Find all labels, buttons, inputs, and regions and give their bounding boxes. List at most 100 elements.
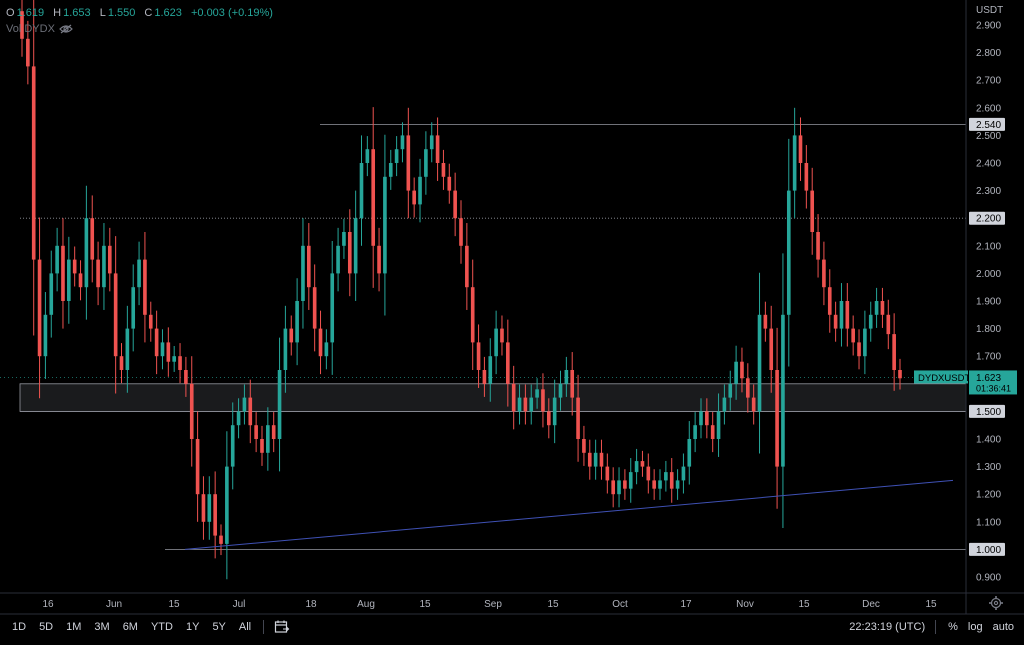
- candle[interactable]: [90, 195, 95, 283]
- candle[interactable]: [640, 450, 645, 477]
- candle[interactable]: [219, 524, 223, 556]
- timeframe-1m[interactable]: 1M: [66, 621, 82, 633]
- candle[interactable]: [611, 467, 616, 508]
- candle[interactable]: [102, 223, 106, 310]
- candle[interactable]: [587, 439, 592, 480]
- candle[interactable]: [336, 227, 340, 292]
- candle[interactable]: [406, 107, 411, 219]
- candle[interactable]: [529, 384, 534, 425]
- candle[interactable]: [710, 412, 715, 453]
- candle[interactable]: [781, 253, 785, 529]
- candle[interactable]: [26, 20, 30, 85]
- calendar-range-icon[interactable]: [274, 620, 290, 634]
- candle[interactable]: [295, 278, 299, 366]
- log-scale-toggle[interactable]: log: [967, 621, 983, 633]
- candle[interactable]: [61, 218, 65, 329]
- candle[interactable]: [441, 149, 446, 190]
- candle[interactable]: [652, 469, 656, 500]
- candle[interactable]: [617, 467, 621, 508]
- candle[interactable]: [353, 190, 358, 301]
- gear-icon[interactable]: [988, 595, 1004, 611]
- candle[interactable]: [195, 411, 200, 522]
- candle[interactable]: [365, 136, 370, 177]
- candle[interactable]: [184, 356, 188, 397]
- candle[interactable]: [242, 384, 247, 425]
- candle[interactable]: [868, 301, 873, 342]
- candle[interactable]: [266, 407, 270, 471]
- candle[interactable]: [792, 107, 797, 219]
- candle[interactable]: [506, 319, 510, 407]
- candle[interactable]: [523, 384, 528, 425]
- candle[interactable]: [705, 398, 709, 439]
- candle[interactable]: [798, 117, 803, 181]
- candle[interactable]: [857, 329, 861, 370]
- candle[interactable]: [271, 412, 276, 453]
- candle[interactable]: [371, 107, 376, 288]
- candle[interactable]: [827, 269, 832, 333]
- timeframe-5y[interactable]: 5Y: [212, 621, 226, 633]
- candle[interactable]: [570, 352, 575, 416]
- candle[interactable]: [535, 378, 539, 409]
- candle[interactable]: [511, 365, 516, 430]
- candle[interactable]: [664, 460, 668, 492]
- candle[interactable]: [675, 469, 680, 500]
- candle[interactable]: [359, 135, 364, 246]
- candle[interactable]: [166, 327, 171, 377]
- timeframe-all[interactable]: All: [238, 621, 252, 633]
- candle[interactable]: [347, 209, 352, 297]
- candle[interactable]: [172, 345, 177, 372]
- candle[interactable]: [898, 358, 902, 390]
- timeframe-5d[interactable]: 5D: [39, 621, 54, 633]
- candle[interactable]: [494, 310, 498, 375]
- candle[interactable]: [851, 315, 855, 356]
- candle[interactable]: [582, 425, 586, 466]
- candle[interactable]: [324, 329, 329, 370]
- candle[interactable]: [201, 476, 206, 540]
- candle[interactable]: [154, 310, 159, 375]
- candle[interactable]: [745, 363, 750, 413]
- candle[interactable]: [833, 301, 838, 342]
- candle[interactable]: [488, 338, 493, 402]
- candle[interactable]: [377, 227, 381, 292]
- candle[interactable]: [634, 448, 639, 485]
- candle[interactable]: [394, 136, 399, 177]
- candle[interactable]: [646, 453, 651, 494]
- candle[interactable]: [225, 431, 229, 580]
- candle[interactable]: [816, 214, 820, 278]
- percent-scale-toggle[interactable]: %: [948, 621, 958, 633]
- candle[interactable]: [658, 469, 662, 500]
- candle[interactable]: [318, 310, 323, 375]
- candle[interactable]: [552, 379, 557, 444]
- candle[interactable]: [119, 343, 124, 384]
- candle[interactable]: [482, 356, 487, 397]
- candle[interactable]: [459, 200, 463, 264]
- candle[interactable]: [476, 324, 481, 388]
- candle[interactable]: [400, 122, 405, 163]
- candle[interactable]: [178, 343, 182, 384]
- candle[interactable]: [207, 476, 212, 540]
- candle[interactable]: [687, 421, 692, 485]
- candle[interactable]: [769, 305, 774, 393]
- candle[interactable]: [72, 246, 77, 287]
- price-axis[interactable]: [966, 0, 1024, 614]
- candle[interactable]: [330, 240, 335, 375]
- candle[interactable]: [43, 292, 48, 379]
- timeframe-ytd[interactable]: YTD: [150, 621, 173, 633]
- eye-off-icon[interactable]: [59, 24, 73, 34]
- candle[interactable]: [289, 315, 294, 356]
- candle[interactable]: [96, 241, 100, 306]
- candle[interactable]: [465, 223, 469, 310]
- candle[interactable]: [775, 327, 779, 509]
- candle[interactable]: [822, 241, 826, 306]
- candle[interactable]: [148, 301, 153, 342]
- candle[interactable]: [301, 218, 305, 329]
- candle[interactable]: [113, 236, 118, 394]
- candle[interactable]: [740, 347, 744, 393]
- utc-clock[interactable]: 22:23:19 (UTC): [849, 621, 926, 633]
- candle[interactable]: [131, 264, 136, 352]
- candle[interactable]: [757, 272, 762, 454]
- candle[interactable]: [558, 370, 563, 411]
- candle[interactable]: [84, 185, 89, 320]
- candle[interactable]: [628, 458, 633, 503]
